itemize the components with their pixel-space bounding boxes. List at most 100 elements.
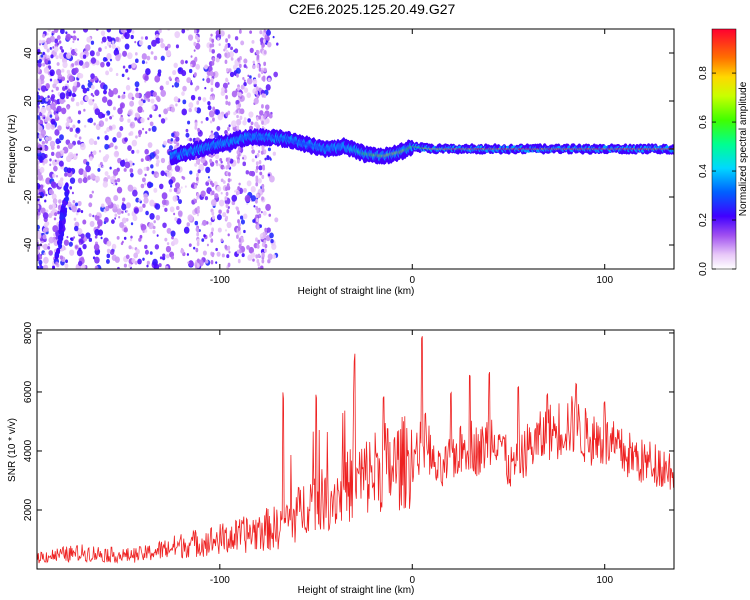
spectrogram-cell bbox=[246, 245, 250, 250]
spectrogram-cell bbox=[205, 166, 211, 174]
spectrogram-cell bbox=[101, 36, 107, 43]
spectrogram-cell bbox=[51, 208, 56, 213]
spectrogram-cell bbox=[136, 149, 140, 154]
spectrogram-cell bbox=[111, 219, 115, 225]
spectrogram-cell bbox=[184, 185, 187, 188]
spectrogram-cell bbox=[125, 254, 130, 260]
spectrogram-cell bbox=[251, 149, 255, 154]
spectrogram-cell bbox=[117, 266, 120, 269]
spectrogram-cell bbox=[263, 149, 267, 154]
spectrogram-cell bbox=[242, 119, 247, 126]
spectrogram-cell bbox=[47, 29, 51, 32]
spectrogram-cell bbox=[102, 181, 108, 188]
spectrogram-cell bbox=[40, 129, 46, 137]
spectrogram-cell bbox=[102, 96, 108, 103]
spectrogram-cell bbox=[106, 99, 113, 107]
spectrogram-cell bbox=[174, 182, 181, 189]
spectrogram-cell bbox=[37, 255, 40, 262]
spectrogram-cell bbox=[115, 54, 121, 62]
spectrogram-cell bbox=[197, 209, 200, 214]
spectrogram-cell bbox=[127, 184, 134, 192]
spectrogram-cell bbox=[42, 227, 47, 233]
spectrogram-cell bbox=[148, 127, 151, 132]
spectrogram-cell bbox=[114, 145, 118, 150]
spectrogram-cell bbox=[114, 179, 118, 183]
spectrogram-panel: -100 0 100 -40 -20 0 20 40 Height of straight … bbox=[7, 28, 675, 297]
spectrogram-cell bbox=[128, 132, 132, 136]
spectrogram-cell bbox=[196, 238, 200, 244]
spectrogram-cell bbox=[252, 219, 256, 223]
spectrogram-cell bbox=[211, 38, 215, 44]
spectrogram-cell bbox=[92, 150, 97, 156]
spectrogram-cell bbox=[210, 78, 214, 83]
spectrogram-cell bbox=[247, 118, 251, 123]
spectrogram-cell bbox=[58, 52, 64, 60]
spectrogram-cell bbox=[94, 265, 99, 269]
spectrogram-cell bbox=[236, 249, 240, 254]
spectrogram-cell bbox=[212, 106, 216, 111]
spectrogram-cell bbox=[200, 156, 206, 164]
spectrogram-cell bbox=[243, 117, 247, 121]
spectrogram-cell bbox=[90, 151, 93, 154]
spectrogram-cell bbox=[49, 140, 56, 148]
spectrogram-cell bbox=[121, 73, 125, 78]
spectrogram-cell bbox=[225, 38, 228, 43]
spectrogram-cell bbox=[49, 163, 52, 167]
spectrogram-cell bbox=[161, 192, 168, 200]
spectrogram-cell bbox=[237, 210, 240, 215]
spectrogram-cell bbox=[147, 117, 150, 121]
figure-title: C2E6.2025.125.20.49.G27 bbox=[289, 1, 456, 17]
spectrogram-cell bbox=[262, 166, 266, 171]
spectrogram-cell bbox=[272, 254, 277, 259]
spectrogram-cell bbox=[203, 64, 208, 70]
spectrogram-cell bbox=[243, 79, 246, 83]
spectrogram-cell bbox=[149, 152, 155, 159]
spectrogram-cell bbox=[194, 220, 199, 226]
spectrogram-cell bbox=[195, 176, 199, 182]
spectrogram-cell bbox=[121, 35, 125, 39]
spectrogram-cell bbox=[79, 242, 82, 245]
spectrogram-cell bbox=[193, 49, 196, 52]
spectrogram-cell bbox=[42, 162, 45, 166]
spectrogram-cell bbox=[219, 157, 223, 162]
spectrogram-cell bbox=[132, 215, 138, 222]
spectrogram-cell bbox=[37, 101, 41, 106]
spectrogram-cell bbox=[159, 38, 164, 44]
spectrogram-cell bbox=[98, 47, 102, 52]
spectrogram-cell bbox=[195, 159, 199, 165]
spectrogram-cell bbox=[37, 265, 40, 269]
spectrogram-cell bbox=[134, 52, 138, 56]
spectrogram-cell bbox=[261, 174, 265, 180]
spectrogram-cell bbox=[140, 158, 144, 163]
spectrogram-cell bbox=[213, 131, 220, 139]
spectrogram-cell bbox=[251, 145, 254, 150]
spectrogram-cell bbox=[205, 116, 209, 121]
spectrogram-cell bbox=[261, 104, 264, 109]
spectrogram-cell bbox=[194, 56, 198, 62]
spectrogram-cell bbox=[59, 45, 63, 50]
spectrogram-cell bbox=[250, 195, 257, 202]
spectrogram-cell bbox=[262, 75, 266, 80]
spectrogram-cell bbox=[58, 223, 63, 230]
spectrogram-cell bbox=[146, 260, 150, 265]
spectrogram-cell bbox=[202, 219, 207, 226]
spectrogram-cell bbox=[249, 30, 253, 34]
spectrogram-cell bbox=[237, 226, 241, 231]
spectrogram-cell bbox=[145, 68, 151, 76]
spectrogram-cell bbox=[173, 62, 178, 69]
spectrogram-cell bbox=[99, 161, 103, 166]
spectrogram-cell bbox=[150, 164, 154, 169]
spectrogram-cell bbox=[100, 30, 106, 36]
spectrogram-cell bbox=[111, 114, 114, 118]
spectrogram-cell bbox=[217, 113, 223, 121]
spectrogram-cell bbox=[177, 210, 183, 217]
spectrogram-cell bbox=[67, 142, 73, 150]
spectrogram-y-tick-label: 40 bbox=[23, 47, 34, 59]
spectrogram-cell bbox=[105, 70, 110, 76]
spectrogram-cell bbox=[68, 241, 73, 247]
spectrogram-cell bbox=[263, 50, 267, 55]
spectrogram-cell bbox=[92, 94, 95, 98]
spectrogram-cell bbox=[37, 66, 40, 74]
spectrogram-cell bbox=[88, 237, 93, 242]
spectrogram-cell bbox=[235, 118, 242, 126]
